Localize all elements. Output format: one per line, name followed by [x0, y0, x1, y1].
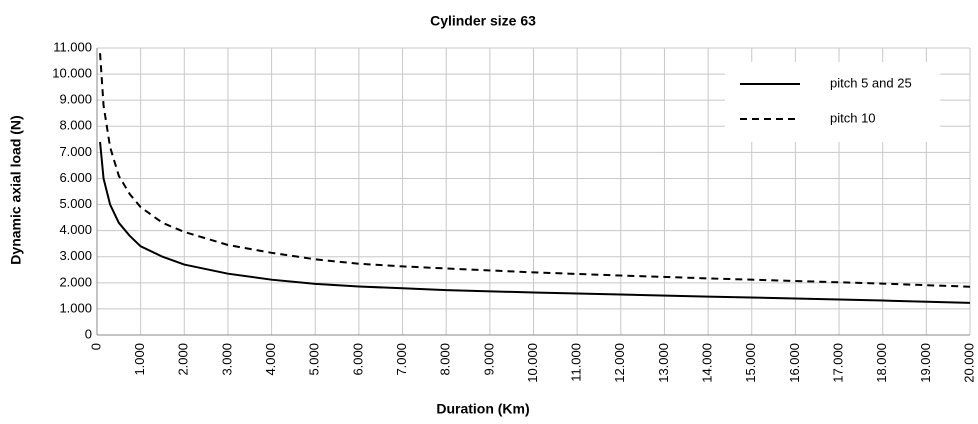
x-tick-label: 12.000	[612, 343, 627, 383]
x-tick-label: 6.000	[350, 343, 365, 376]
x-tick-label: 9.000	[481, 343, 496, 376]
x-tick-label: 10.000	[525, 343, 540, 383]
x-tick-label: 14.000	[700, 343, 715, 383]
x-tick-label: 4.000	[263, 343, 278, 376]
y-tick-label: 6.000	[59, 170, 92, 185]
x-tick-label: 3.000	[219, 343, 234, 376]
legend-label: pitch 10	[830, 110, 876, 125]
y-tick-label: 1.000	[59, 300, 92, 315]
x-tick-label: 0	[88, 343, 103, 350]
legend-label: pitch 5 and 25	[830, 75, 912, 90]
y-tick-label: 10.000	[52, 66, 92, 81]
y-tick-label: 3.000	[59, 248, 92, 263]
y-tick-label: 5.000	[59, 196, 92, 211]
y-tick-label: 0	[85, 326, 92, 341]
x-tick-label: 13.000	[656, 343, 671, 383]
line-series	[99, 53, 971, 288]
x-tick-label: 15.000	[743, 343, 758, 383]
line-series	[99, 141, 971, 304]
x-tick-label: 1.000	[132, 343, 147, 376]
x-tick-label: 11.000	[569, 343, 584, 382]
chart-title: Cylinder size 63	[430, 13, 536, 29]
y-tick-label: 9.000	[59, 92, 92, 107]
x-tick-label: 2.000	[176, 343, 191, 376]
y-tick-label: 2.000	[59, 274, 92, 289]
x-tick-label: 19.000	[918, 343, 933, 383]
x-tick-label: 8.000	[438, 343, 453, 376]
x-tick-label: 16.000	[787, 343, 802, 383]
y-tick-label: 7.000	[59, 144, 92, 159]
y-tick-label: 8.000	[59, 118, 92, 133]
legend-box	[725, 62, 940, 142]
x-tick-label: 20.000	[961, 343, 976, 383]
y-tick-label: 4.000	[59, 222, 92, 237]
x-tick-label: 17.000	[830, 343, 845, 383]
x-tick-label: 7.000	[394, 343, 409, 376]
x-axis-label: Duration (Km)	[436, 401, 529, 417]
x-tick-label: 5.000	[307, 343, 322, 376]
x-tick-label: 18.000	[874, 343, 889, 383]
y-axis-label: Dynamic axial load (N)	[8, 115, 24, 264]
y-tick-label: 11.000	[53, 39, 92, 54]
